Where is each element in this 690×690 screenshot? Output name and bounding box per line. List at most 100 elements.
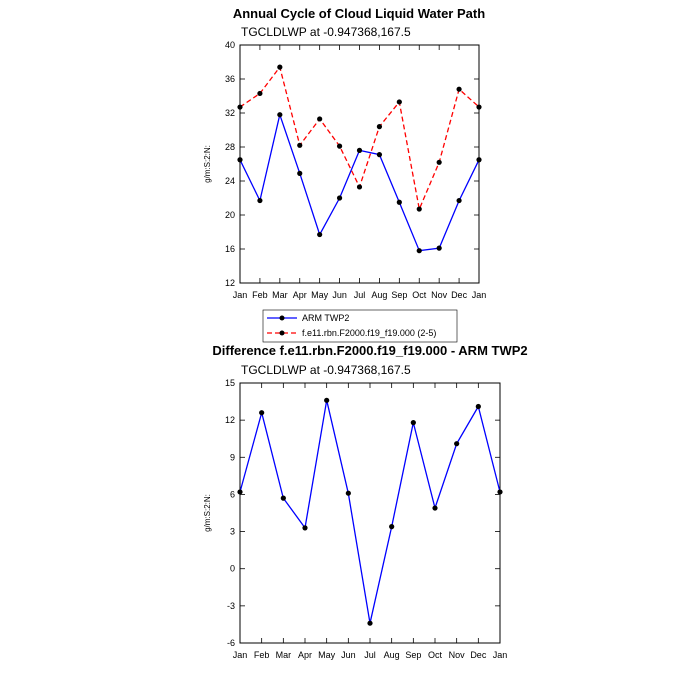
chart-1-series-2-point (376, 124, 383, 130)
chart-1-xtick-label: Mar (272, 290, 288, 300)
chart-2-series-1-point (345, 490, 351, 496)
chart-1-series-2-point (416, 206, 422, 212)
chart-1-ytick-label: 32 (225, 108, 235, 118)
chart-1-series-2-point (317, 116, 323, 122)
chart-1-ytick-label: 16 (225, 244, 235, 254)
chart-1-series-2-point (237, 104, 243, 110)
chart-2-xtick-label: Oct (428, 650, 443, 660)
chart-1-xtick-label: Sep (391, 290, 407, 300)
chart-1-series-2-point (336, 143, 343, 149)
chart-1-xtick-label: Jul (354, 290, 366, 300)
chart-2-ytick-label: -3 (227, 601, 235, 611)
chart-2-ytick-label: -6 (227, 638, 235, 648)
chart-1-series-1-line (239, 112, 480, 252)
chart-1-xtick-label: Jan (233, 290, 248, 300)
chart-1-series-2-point (456, 86, 462, 92)
chart-2-series-1-point (237, 489, 243, 495)
chart-1-series-1-point (277, 112, 283, 118)
chart-1-xtick-label: Nov (431, 290, 448, 300)
chart-1-xtick-label: Oct (412, 290, 427, 300)
chart-1-ylabel: g/m:S:2:N: (203, 145, 212, 183)
legend-marker-arm (279, 315, 285, 321)
chart-2-series-1-point (454, 441, 460, 447)
chart-2-ytick-label: 12 (225, 415, 235, 425)
legend-box (262, 309, 458, 343)
chart-2-ylabel: g/m:S:2:N: (203, 494, 212, 532)
chart-1-series-1-point (376, 152, 383, 158)
chart-2-frame (239, 382, 501, 644)
chart-2-series-1-line (239, 400, 501, 624)
chart-2-xtick-label: Aug (384, 650, 400, 660)
chart-1-subtitle: TGCLDLWP at -0.947368,167.5 (241, 25, 411, 39)
chart-2-xtick-label: Sep (405, 650, 421, 660)
chart-2-series-1-point (389, 524, 395, 530)
chart-1-series-2-point (277, 64, 283, 70)
chart-2-series-1-point (410, 420, 416, 426)
chart-1-series-2-point (476, 104, 482, 110)
chart-2: Difference f.e11.rbn.F2000.f19_f19.000 -… (203, 343, 528, 660)
chart-2-ytick-label: 6 (230, 489, 235, 499)
chart-2-xtick-label: Nov (449, 650, 466, 660)
chart-1-series-1-point (356, 147, 363, 153)
chart-1-series-2-point (356, 184, 363, 190)
legend-marker-model (279, 330, 285, 336)
chart-1-ytick-label: 40 (225, 40, 235, 50)
chart-1-series-2-point (396, 99, 402, 105)
chart-1-series-1-point (297, 170, 303, 176)
chart-2-xtick-label: Jul (364, 650, 376, 660)
chart-1-title: Annual Cycle of Cloud Liquid Water Path (233, 6, 485, 21)
chart-2-series-1-point (497, 489, 503, 495)
chart-1-series-1-point (336, 195, 343, 201)
chart-1-frame (239, 44, 480, 284)
chart-2-xtick-label: Jun (341, 650, 356, 660)
chart-1-ytick-label: 12 (225, 278, 235, 288)
chart-2-ytick-label: 15 (225, 378, 235, 388)
chart-2-series-1-point (475, 403, 481, 410)
chart-1: Annual Cycle of Cloud Liquid Water Path … (203, 6, 487, 343)
chart-2-series-1-point (280, 495, 286, 501)
chart-2-subtitle: TGCLDLWP at -0.947368,167.5 (241, 363, 411, 377)
chart-1-series-1-point (456, 197, 462, 204)
chart-1-legend: ARM TWP2 f.e11.rbn.F2000.f19_f19.000 (2-… (262, 309, 458, 343)
chart-2-xtick-label: Apr (298, 650, 312, 660)
chart-1-ytick-label: 24 (225, 176, 235, 186)
chart-1-series-2-point (297, 142, 303, 148)
chart-1-ytick-label: 28 (225, 142, 235, 152)
chart-2-series-1-point (432, 505, 438, 511)
chart-1-series-1-point (257, 197, 263, 204)
chart-2-ytick-label: 3 (230, 527, 235, 537)
chart-1-series-1-point (436, 245, 442, 251)
chart-2-xtick-label: May (318, 650, 336, 660)
chart-1-series-1-point (476, 157, 482, 163)
chart-2-xtick-label: Dec (470, 650, 487, 660)
chart-2-series-1-point (324, 397, 330, 403)
chart-2-xtick-label: Jan (493, 650, 508, 660)
chart-1-series-2-point (436, 159, 442, 165)
chart-1-xtick-label: Jun (332, 290, 347, 300)
legend-label-arm: ARM TWP2 (302, 313, 349, 323)
chart-1-series-1-point (317, 231, 323, 238)
chart-1-ytick-label: 36 (225, 74, 235, 84)
chart-1-xtick-label: Aug (371, 290, 387, 300)
chart-1-series-1-point (237, 157, 243, 163)
chart-1-xtick-label: Dec (451, 290, 468, 300)
chart-1-ytick-label: 20 (225, 210, 235, 220)
chart-2-series-1-point (259, 410, 265, 416)
chart-1-xtick-label: Feb (252, 290, 268, 300)
chart-2-ytick-label: 9 (230, 452, 235, 462)
chart-2-ytick-label: 0 (230, 564, 235, 574)
chart-2-xtick-label: Mar (276, 650, 292, 660)
chart-2-xtick-label: Jan (233, 650, 248, 660)
legend-label-model: f.e11.rbn.F2000.f19_f19.000 (2-5) (302, 328, 436, 338)
chart-1-series-1-point (396, 199, 402, 205)
chart-2-series-1-point (367, 620, 373, 626)
chart-1-series-2-point (257, 90, 263, 97)
chart-2-xtick-label: Feb (254, 650, 270, 660)
chart-1-xtick-label: Apr (293, 290, 307, 300)
chart-1-xtick-label: May (311, 290, 329, 300)
chart-2-series-1-point (302, 525, 308, 531)
chart-2-title: Difference f.e11.rbn.F2000.f19_f19.000 -… (212, 343, 527, 358)
chart-1-xtick-label: Jan (472, 290, 487, 300)
chart-1-series-1-point (416, 248, 422, 254)
